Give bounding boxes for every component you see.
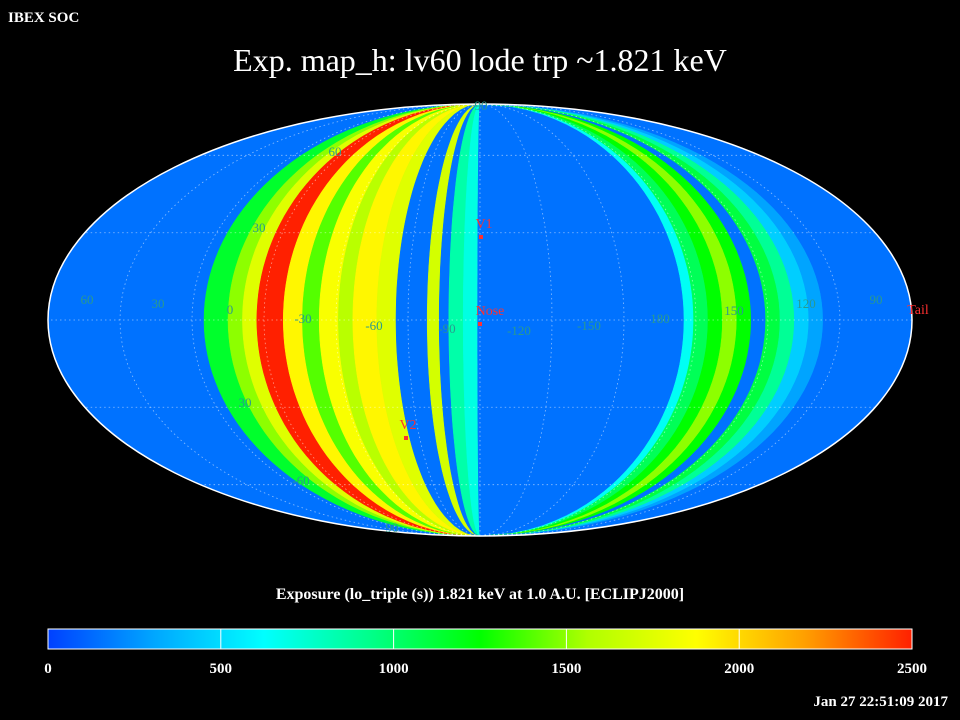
timestamp: Jan 27 22:51:09 2017	[813, 694, 948, 710]
colorbar-tick-label: 2000	[724, 661, 754, 677]
colorbar-tick-label: 0	[44, 661, 52, 677]
marker-label: V2	[399, 418, 416, 433]
latitude-label: 90	[386, 520, 399, 535]
grid-meridian	[479, 104, 553, 536]
longitude-label: 150	[724, 303, 744, 318]
marker-dot	[479, 235, 483, 239]
marker-label: Nose	[476, 304, 505, 319]
longitude-label: -30	[294, 311, 311, 326]
colorbar-tick-label: 2500	[897, 661, 927, 677]
latitude-label: 30	[253, 220, 266, 235]
longitude-label: 60	[81, 292, 94, 307]
longitude-label: 30	[152, 296, 165, 311]
longitude-label: -90	[438, 321, 455, 336]
marker-dot	[404, 436, 408, 440]
colorbar-tick-label: 500	[210, 661, 233, 677]
longitude-label: 90	[870, 292, 883, 307]
grid-meridian	[479, 104, 769, 536]
longitude-label: -60	[365, 318, 382, 333]
latitude-label: 30	[239, 395, 252, 410]
longitude-label: 180	[650, 311, 670, 326]
colorbar-caption: Exposure (lo_triple (s)) 1.821 keV at 1.…	[275, 586, 685, 603]
colorbar-tick-label: 1000	[379, 661, 409, 677]
grid-meridian	[407, 104, 481, 536]
colorbar	[47, 628, 913, 650]
longitude-label: -120	[507, 323, 531, 338]
longitude-label: 120	[796, 296, 816, 311]
longitude-label: 0	[227, 302, 234, 317]
marker-dot	[478, 322, 482, 326]
latitude-label: 60	[329, 144, 342, 159]
grid-meridian	[191, 104, 481, 536]
latitude-label: 90	[475, 98, 488, 113]
org-label: IBEX SOC	[8, 10, 80, 26]
longitude-label: -150	[577, 318, 601, 333]
chart-title: Exp. map_h: lv60 lode trp ~1.821 keV	[233, 42, 727, 78]
map-outline	[47, 103, 913, 537]
colorbar-tick-label: 1500	[551, 661, 581, 677]
marker-label: Tail	[907, 303, 929, 318]
marker-label: V1	[475, 217, 492, 232]
latitude-label: -60	[292, 473, 309, 488]
